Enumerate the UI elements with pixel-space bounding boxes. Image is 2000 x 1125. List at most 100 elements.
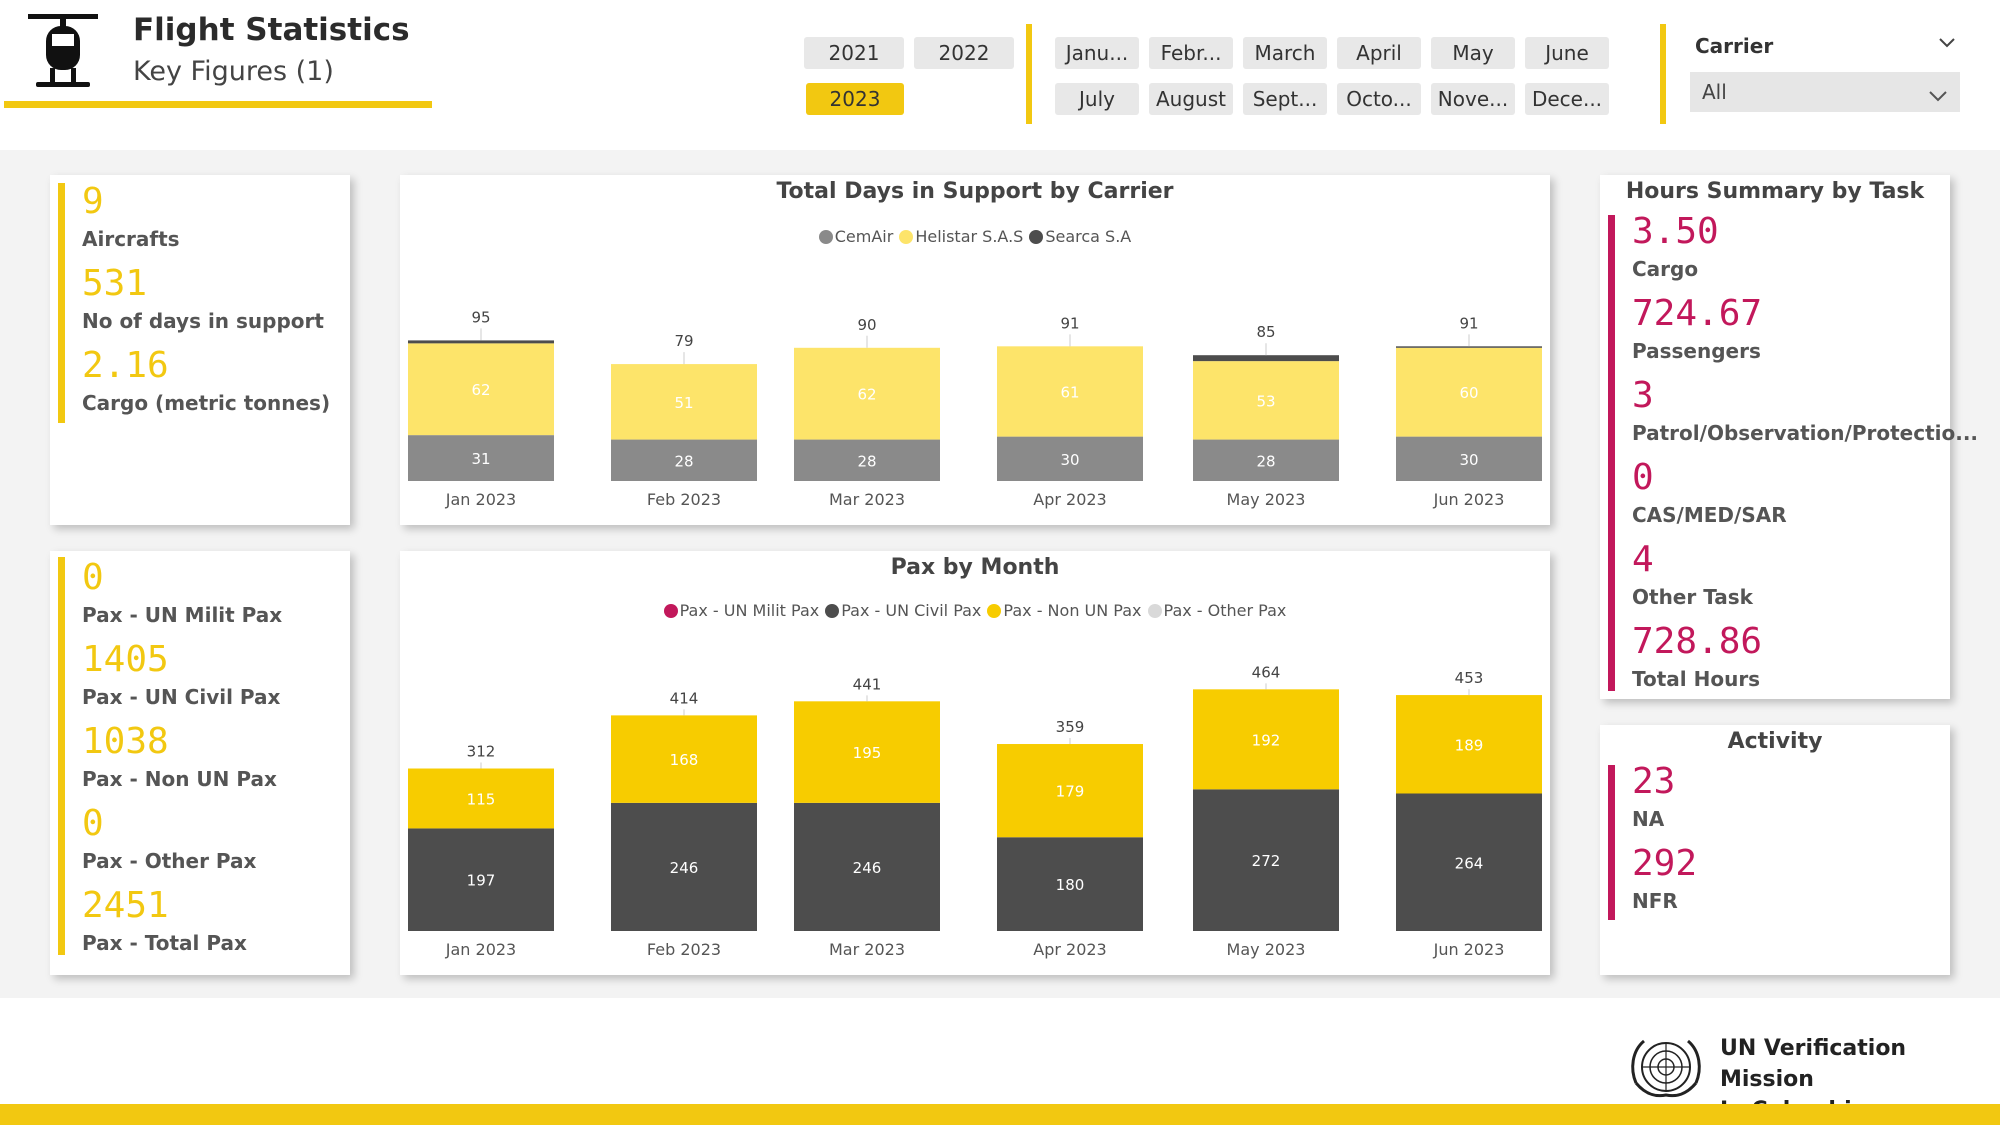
category-label: Feb 2023	[647, 490, 721, 509]
kpi-accent-bar	[58, 557, 65, 955]
data-label: 30	[1459, 451, 1478, 469]
category-label: Apr 2023	[1033, 490, 1106, 509]
year-2023-button[interactable]: 2023	[806, 83, 904, 115]
bar-segment	[794, 439, 940, 481]
data-label: 28	[1256, 452, 1275, 470]
carrier-value: All	[1702, 80, 1727, 104]
kpi-value: 9	[82, 181, 104, 222]
kpi-label: NA	[1632, 807, 1665, 831]
data-label: 195	[853, 744, 882, 762]
kpi-accent-bar	[1608, 765, 1615, 920]
legend-label: Pax - Non UN Pax	[1003, 601, 1142, 620]
bar-segment	[408, 343, 554, 436]
month-button[interactable]: August	[1149, 83, 1233, 115]
data-label: 272	[1252, 852, 1281, 870]
legend-dot	[1029, 230, 1044, 244]
page-subtitle: Key Figures (1)	[133, 56, 334, 87]
month-button[interactable]: Dece...	[1525, 83, 1609, 115]
bar-segment	[1396, 793, 1542, 931]
kpi-card-pax: 0 Pax - UN Milit Pax 1405 Pax - UN Civil…	[50, 551, 350, 975]
total-label: 79	[674, 332, 693, 350]
carrier-label: Carrier	[1695, 34, 1774, 58]
legend-label: Pax - UN Milit Pax	[679, 601, 820, 620]
data-label: 28	[857, 452, 876, 470]
legend-label: Pax - Other Pax	[1163, 601, 1287, 620]
month-button[interactable]: Febr...	[1149, 37, 1233, 69]
kpi-value: 531	[82, 263, 148, 304]
legend-label: Helistar S.A.S	[915, 227, 1024, 246]
kpi-accent-bar	[1608, 215, 1615, 691]
kpi-label: Pax - UN Civil Pax	[82, 685, 281, 709]
month-button[interactable]: July	[1055, 83, 1139, 115]
data-label: 62	[857, 386, 876, 404]
category-label: May 2023	[1227, 940, 1306, 959]
kpi-value: 724.67	[1632, 293, 1763, 334]
month-button[interactable]: Octo...	[1337, 83, 1421, 115]
bar-segment	[408, 768, 554, 829]
hours-summary-card: Hours Summary by Task 3.50 Cargo 724.67 …	[1600, 175, 1978, 699]
carrier-select[interactable]: All	[1690, 72, 1960, 112]
kpi-accent-bar	[58, 183, 65, 423]
month-button[interactable]: Sept...	[1243, 83, 1327, 115]
data-label: 62	[471, 381, 490, 399]
month-button[interactable]: Janu...	[1055, 37, 1139, 69]
month-button[interactable]: June	[1525, 37, 1609, 69]
category-label: Mar 2023	[829, 940, 905, 959]
category-label: May 2023	[1227, 490, 1306, 509]
bar-segment	[1396, 346, 1542, 348]
kpi-value: 2451	[82, 885, 169, 926]
month-button[interactable]: May	[1431, 37, 1515, 69]
kpi-value: 0	[82, 803, 104, 844]
legend-dot	[825, 604, 840, 618]
legend-dot	[1147, 604, 1162, 618]
bar-segment	[1193, 355, 1339, 362]
bar-segment	[1193, 439, 1339, 481]
month-button[interactable]: Nove...	[1431, 83, 1515, 115]
kpi-label: CAS/MED/SAR	[1632, 503, 1787, 527]
bar-segment	[1193, 361, 1339, 440]
data-label: 31	[471, 450, 490, 468]
total-label: 359	[1056, 718, 1085, 736]
bar-segment	[611, 715, 757, 803]
un-emblem-icon	[1626, 1033, 1706, 1101]
activity-card: Activity 23 NA 292 NFR	[1600, 725, 1950, 975]
title-underline	[4, 101, 432, 108]
data-label: 115	[467, 790, 496, 808]
year-2021-button[interactable]: 2021	[804, 37, 904, 69]
kpi-value: 0	[82, 557, 104, 598]
month-button[interactable]: April	[1337, 37, 1421, 69]
legend-item: Searca S.A	[1029, 227, 1131, 246]
kpi-label: Total Hours	[1632, 667, 1761, 691]
total-label: 91	[1060, 314, 1079, 332]
category-label: Mar 2023	[829, 490, 905, 509]
data-label: 197	[467, 872, 496, 890]
total-label: 414	[670, 689, 699, 707]
kpi-value: 23	[1632, 761, 1676, 802]
helicopter-icon	[22, 8, 104, 94]
kpi-value: 0	[1632, 457, 1654, 498]
kpi-label: Passengers	[1632, 339, 1761, 363]
legend-item: Pax - UN Milit Pax	[663, 601, 820, 620]
chart-title: Pax by Month	[890, 555, 1060, 580]
total-label: 441	[853, 675, 882, 693]
kpi-label: Pax - Non UN Pax	[82, 767, 277, 791]
legend-label: Pax - UN Civil Pax	[841, 601, 982, 620]
chevron-down-icon	[1928, 84, 1948, 102]
chevron-down-icon[interactable]	[1938, 34, 1956, 48]
data-label: 53	[1256, 392, 1275, 410]
month-button[interactable]: March	[1243, 37, 1327, 69]
bar-segment	[997, 436, 1143, 481]
category-label: Jun 2023	[1433, 490, 1505, 509]
kpi-label: Pax - UN Milit Pax	[82, 603, 283, 627]
kpi-value: 728.86	[1632, 621, 1763, 662]
chart-legend: Pax - UN Milit Pax Pax - UN Civil Pax Pax …	[400, 601, 1550, 620]
bar-segment	[1193, 789, 1339, 931]
divider	[1026, 24, 1032, 124]
year-2022-button[interactable]: 2022	[914, 37, 1014, 69]
legend-label: CemAir	[834, 227, 894, 246]
category-label: Apr 2023	[1033, 940, 1106, 959]
total-label: 95	[471, 308, 490, 326]
data-label: 28	[674, 452, 693, 470]
total-label: 85	[1256, 323, 1275, 341]
bar-segment	[1396, 347, 1542, 437]
